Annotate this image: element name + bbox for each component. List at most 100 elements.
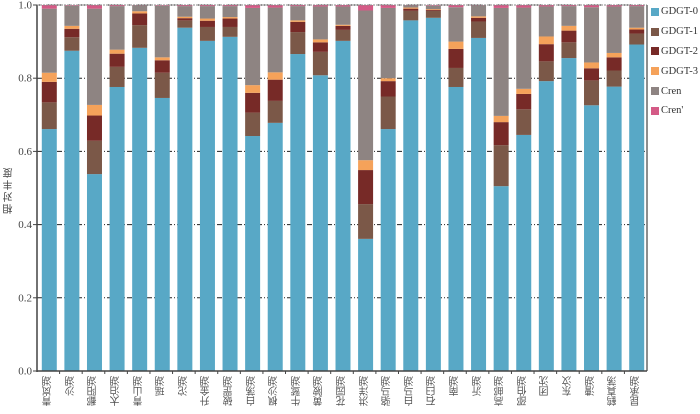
bar-segment-cren: [403, 5, 419, 8]
bar-segment-cren: [245, 5, 261, 8]
bar-segment-gdgt-2: [335, 25, 351, 30]
bar-segment-gdgt-1: [606, 70, 622, 87]
bar-segment-gdgt-1: [493, 145, 509, 187]
x-tick-label: 白马湖: [404, 376, 416, 406]
bar-stack: [516, 5, 532, 371]
bar-segment-cren: [154, 5, 170, 6]
bar-segment-cren: [516, 5, 532, 8]
legend-item: GDGT-2: [651, 42, 700, 62]
bar-stack: [267, 5, 283, 372]
bar-stack: [64, 5, 80, 371]
bar-segment-gdgt-0: [584, 105, 600, 371]
legend-swatch: [651, 27, 659, 36]
bar-segment-gdgt-2: [516, 93, 532, 110]
bar-stack: [471, 5, 487, 371]
bar-segment-gdgt-0: [86, 174, 102, 371]
bar-segment-gdgt-1: [448, 67, 464, 87]
bar-segment-gdgt-3: [516, 88, 532, 94]
bar-stack: [290, 5, 306, 371]
bar-stack: [335, 5, 351, 371]
bar-segment-gdgt-2: [290, 21, 306, 33]
bar-stack: [86, 5, 102, 371]
x-tick-label: 破罡湖: [224, 376, 236, 406]
bar-segment-cren: [493, 5, 509, 8]
bar-segment-gdgt-0: [41, 129, 57, 371]
bar-segment-gdgt-3: [471, 16, 487, 18]
legend: GDGT-0 GDGT-1 GDGT-2 GDGT-3 Cren Cren': [651, 2, 700, 121]
bar-segment-cren: [86, 8, 102, 105]
y-tick-labels: 0.0 0.2 0.4 0.6 0.8 1.0: [18, 0, 37, 378]
bar-segment-gdgt-3: [606, 52, 622, 58]
bar-segment-gdgt-0: [606, 86, 622, 372]
bar-segment-cren: [448, 5, 464, 8]
bar-segment-gdgt-1: [425, 10, 441, 18]
x-tick-label: 牛鹫湖: [291, 376, 303, 406]
y-axis-label: 相对丰度: [4, 166, 15, 214]
bar-segment-cren: [41, 8, 57, 73]
bar-segment-gdgt-0: [629, 44, 645, 371]
bar-segment-gdgt-0: [132, 47, 148, 372]
bar-stack: [538, 5, 554, 372]
bar-segment-cren: [312, 6, 328, 40]
bar-stack: [425, 5, 441, 372]
bar-segment-gdgt-3: [41, 72, 57, 82]
legend-swatch: [651, 7, 659, 16]
bar-segment-gdgt-1: [64, 37, 80, 51]
x-tick-label: 鹤真荡: [608, 376, 620, 406]
bar-segment-cren: [380, 7, 396, 79]
bars-group: [41, 5, 645, 372]
bar-segment-gdgt-2: [493, 122, 509, 146]
x-tick-label: 石臼湖: [427, 376, 439, 406]
bar-segment-gdgt-3: [561, 25, 577, 31]
y-tick-label: 0.0: [18, 366, 32, 378]
bar-segment-gdgt-2: [312, 42, 328, 52]
bar-segment-gdgt-1: [629, 33, 645, 45]
bar-segment-gdgt-0: [199, 40, 215, 371]
bar-segment-cren: [584, 5, 600, 8]
bar-stack: [199, 5, 215, 371]
bar-segment-gdgt-2: [629, 29, 645, 34]
bar-segment-gdgt-2: [561, 30, 577, 43]
bar-segment-gdgt-3: [245, 85, 261, 93]
bar-segment-gdgt-3: [222, 17, 238, 19]
bar-segment-gdgt-2: [584, 68, 600, 81]
bar-segment-gdgt-3: [154, 57, 170, 61]
bar-segment-gdgt-1: [380, 96, 396, 130]
bar-segment-cren: [335, 5, 351, 7]
bar-segment-gdgt-3: [335, 24, 351, 26]
bar-segment-gdgt-1: [584, 80, 600, 106]
x-tick-label: 白荡湖: [246, 376, 258, 406]
bar-segment-gdgt-2: [64, 28, 80, 38]
bar-segment-gdgt-3: [132, 11, 148, 14]
bar-segment-gdgt-1: [41, 102, 57, 130]
bar-segment-cren: [358, 10, 374, 161]
bar-segment-cren: [516, 7, 532, 89]
bar-segment-gdgt-2: [380, 81, 396, 97]
bar-segment-gdgt-3: [267, 72, 283, 80]
bar-segment-gdgt-1: [245, 112, 261, 137]
bar-segment-gdgt-3: [584, 62, 600, 69]
bar-segment-gdgt-3: [493, 115, 509, 123]
bar-segment-gdgt-0: [425, 17, 441, 372]
bar-stack: [154, 5, 170, 372]
x-tick-label: 沙湖: [65, 376, 77, 396]
bar-segment-gdgt-2: [154, 60, 170, 73]
bar-segment-gdgt-3: [403, 7, 419, 9]
bar-segment-gdgt-1: [335, 29, 351, 41]
x-tick-label: 骆马湖: [382, 376, 394, 406]
bar-segment-gdgt-0: [312, 75, 328, 371]
bar-segment-gdgt-0: [403, 20, 419, 371]
x-tick-label: 青岚湖: [43, 376, 55, 406]
bar-segment-gdgt-1: [154, 72, 170, 98]
bar-stack: [403, 5, 419, 371]
bar-segment-cren: [177, 6, 193, 17]
bar-stack: [629, 5, 645, 371]
x-tick-label: 东汶: [562, 376, 574, 396]
x-tick-label: 瑶湖: [156, 376, 168, 396]
legend-item: GDGT-3: [651, 61, 700, 81]
bar-segment-gdgt-0: [358, 238, 374, 371]
axes: [36, 4, 648, 374]
legend-swatch: [651, 47, 659, 56]
bar-segment-gdgt-1: [403, 10, 419, 21]
bar-segment-cren: [561, 6, 577, 26]
